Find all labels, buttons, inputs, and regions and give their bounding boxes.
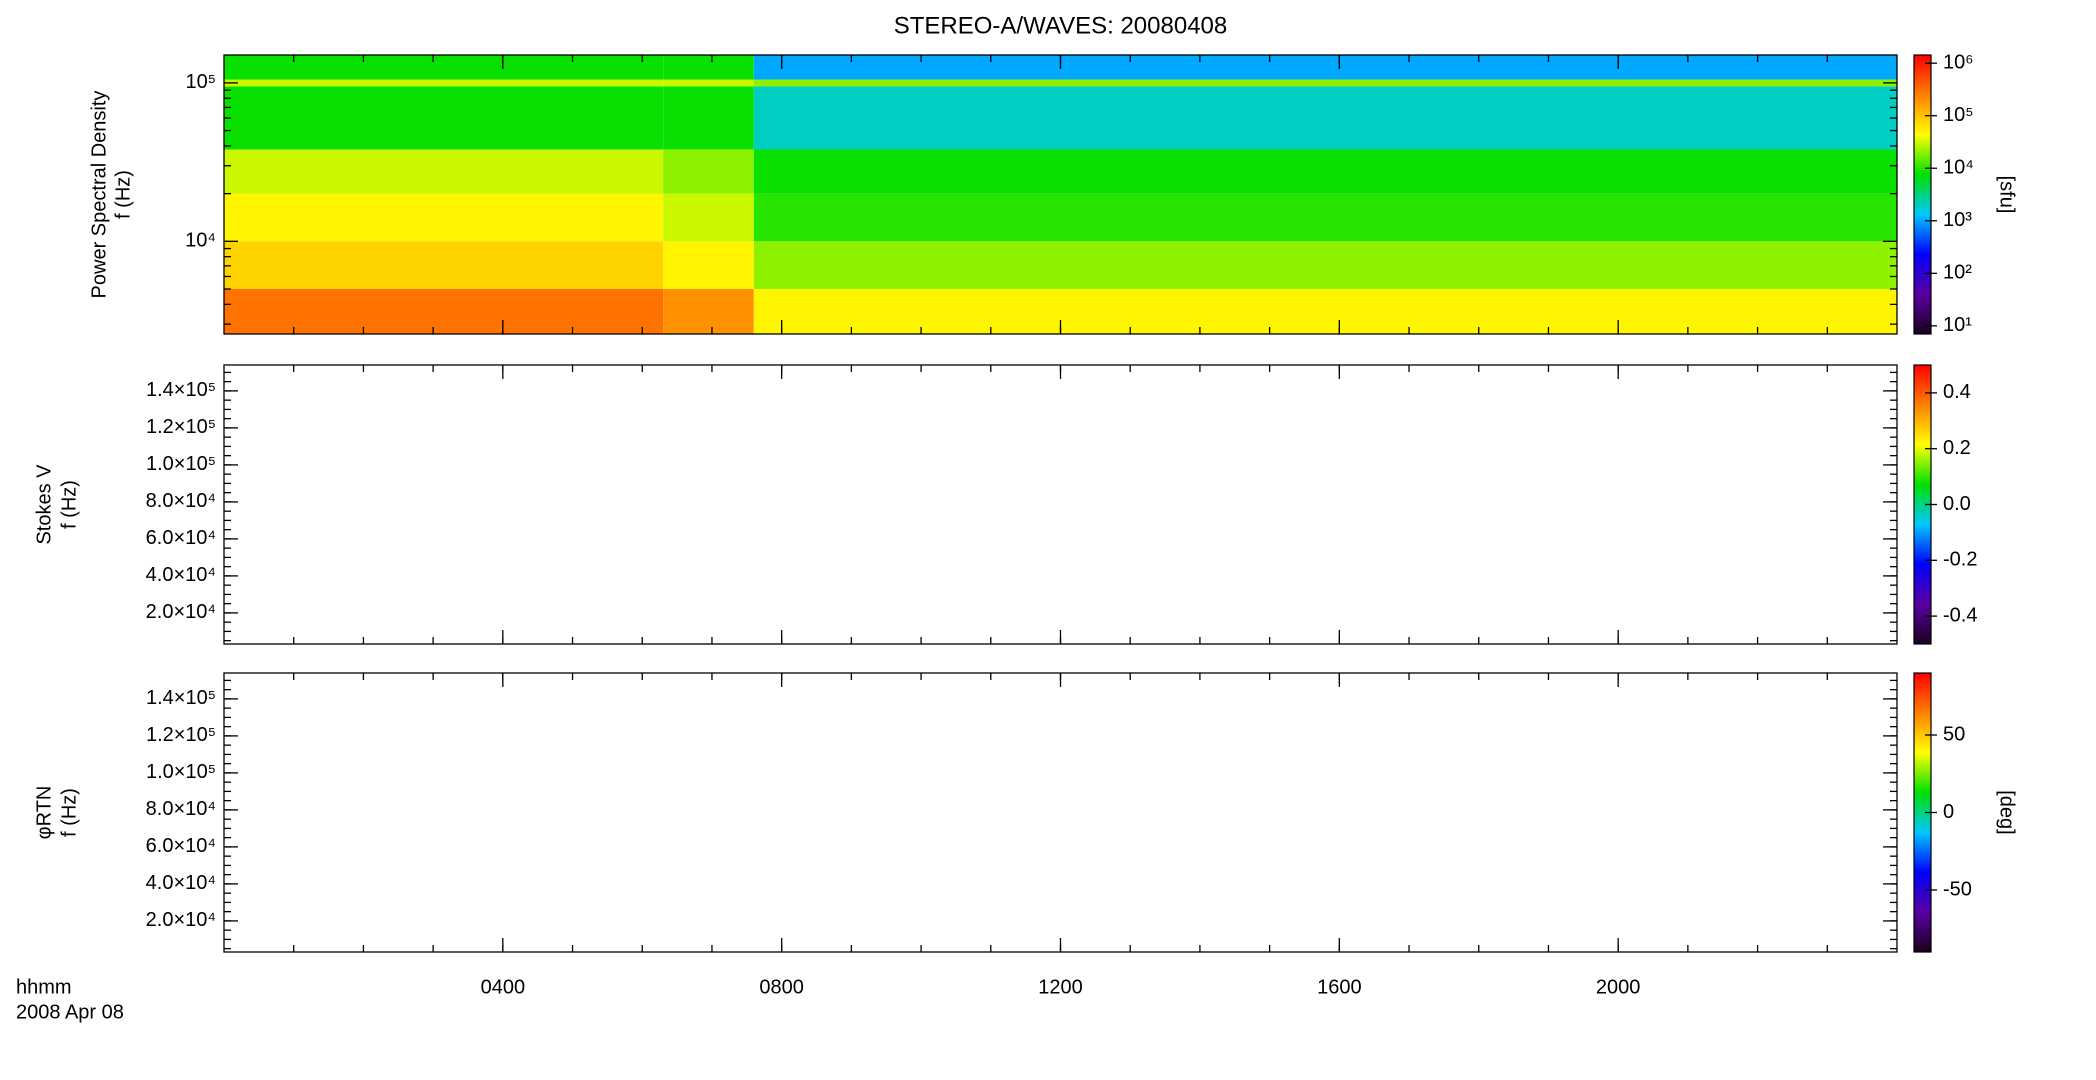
y-axis-label: Power Spectral Density: [88, 91, 110, 299]
y-tick-label: 2.0×10⁴: [146, 909, 216, 931]
spectrogram-cell: [224, 149, 664, 194]
spectrogram-cell: [663, 149, 754, 194]
spectrogram-cell: [753, 86, 1897, 150]
y-tick-label: 10⁵: [185, 71, 216, 93]
y-tick-label: 1.4×10⁵: [146, 687, 216, 709]
spectrogram-cell: [224, 289, 664, 334]
plot-frame: [223, 672, 1898, 953]
colorbar-tick-label: 10⁴: [1943, 157, 1974, 179]
x-tick-label: 2000: [1596, 976, 1641, 998]
y-tick-label: 6.0×10⁴: [146, 835, 216, 857]
x-axis-label: hhmm: [16, 976, 72, 998]
spectrogram-cell: [753, 193, 1897, 242]
x-tick-label: 0400: [481, 976, 526, 998]
colorbar: [1913, 54, 1932, 335]
y-axis-label: f (Hz): [58, 480, 80, 529]
y-tick-label: 10⁴: [185, 230, 216, 252]
colorbar-tick-label: -0.4: [1943, 604, 1977, 626]
y-tick-label: 2.0×10⁴: [146, 601, 216, 623]
spectrogram-cell: [753, 289, 1897, 334]
spectrogram-cell: [663, 289, 754, 334]
colorbar-tick-label: 50: [1943, 723, 1965, 745]
x-tick-label: 1200: [1038, 976, 1083, 998]
chart-title: STEREO-A/WAVES: 20080408: [894, 12, 1227, 39]
plot-frame: [223, 364, 1898, 645]
spectrogram-cell: [753, 55, 1897, 80]
colorbar-tick-label: 10⁵: [1943, 104, 1974, 126]
y-tick-label: 1.0×10⁵: [146, 761, 216, 783]
spectrogram-cell: [224, 55, 664, 80]
y-axis-label: f (Hz): [112, 170, 134, 219]
x-tick-label: 0800: [759, 976, 804, 998]
y-tick-label: 6.0×10⁴: [146, 527, 216, 549]
y-tick-label: 1.2×10⁵: [146, 724, 216, 746]
spectrogram-cell: [753, 149, 1897, 194]
spectrogram-cell: [753, 79, 1897, 87]
spectrogram-cell: [663, 79, 754, 87]
colorbar-tick-label: 0: [1943, 801, 1954, 823]
spectrogram-cell: [224, 241, 664, 290]
colorbar-tick-label: 10¹: [1943, 314, 1972, 336]
spectrogram-cell: [224, 193, 664, 242]
x-axis-label: 2008 Apr 08: [16, 1001, 124, 1023]
colorbar-tick-label: 10³: [1943, 209, 1972, 231]
colorbar-tick-label: -0.2: [1943, 549, 1977, 571]
colorbar-tick-label: -50: [1943, 878, 1972, 900]
y-tick-label: 1.4×10⁵: [146, 379, 216, 401]
y-axis-label: φRTN: [33, 786, 55, 840]
spectrogram-cell: [663, 241, 754, 290]
spectrogram-cell: [224, 86, 664, 150]
colorbar-tick-label: 10²: [1943, 262, 1972, 284]
spectrogram-cell: [224, 79, 664, 87]
y-tick-label: 1.2×10⁵: [146, 416, 216, 438]
y-tick-label: 4.0×10⁴: [146, 564, 216, 586]
spectrogram-cell: [663, 193, 754, 242]
spectrogram-cell: [663, 55, 754, 80]
y-tick-label: 4.0×10⁴: [146, 872, 216, 894]
colorbar-tick-label: 0.2: [1943, 437, 1971, 459]
y-axis-label: f (Hz): [58, 788, 80, 837]
spectrogram-cell: [753, 241, 1897, 290]
x-tick-label: 1600: [1317, 976, 1362, 998]
y-tick-label: 8.0×10⁴: [146, 798, 216, 820]
y-tick-label: 1.0×10⁵: [146, 453, 216, 475]
colorbar-tick-label: 0.4: [1943, 381, 1971, 403]
spectrogram-cell: [663, 86, 754, 150]
colorbar-tick-label: 0.0: [1943, 493, 1971, 515]
colorbar-label: [deg]: [1996, 790, 2018, 834]
y-axis-label: Stokes V: [33, 464, 55, 545]
y-tick-label: 8.0×10⁴: [146, 490, 216, 512]
colorbar-label: [sfu]: [1996, 176, 2018, 214]
colorbar-tick-label: 10⁶: [1943, 51, 1973, 73]
